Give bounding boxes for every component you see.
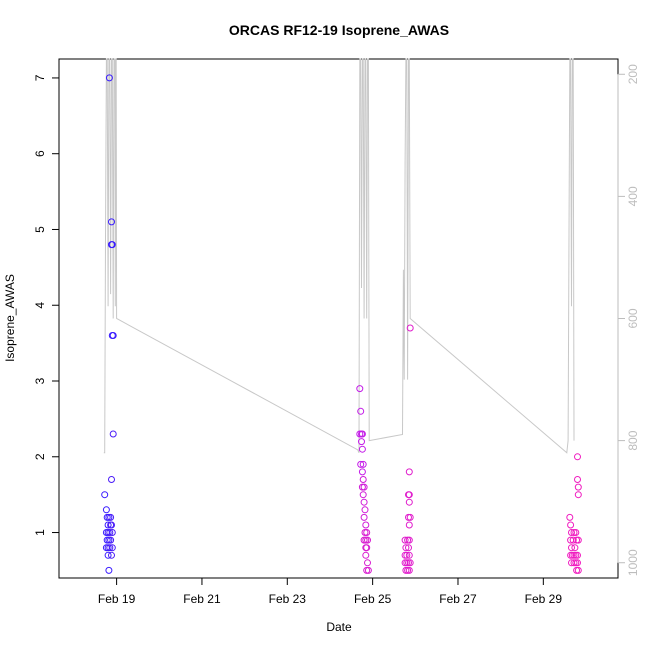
x-tick-label: Feb 23 <box>269 592 307 606</box>
data-point <box>108 241 116 249</box>
data-point <box>574 559 581 567</box>
data-point <box>109 430 117 438</box>
data-point <box>567 521 575 529</box>
pressure-trace-line <box>103 58 575 454</box>
pressure-trace-layer <box>103 58 575 454</box>
data-point <box>108 529 116 536</box>
y-right-tick-label: 400 <box>626 186 640 206</box>
data-point <box>406 324 414 332</box>
data-point <box>363 544 371 552</box>
y-tick-label: 4 <box>33 302 47 309</box>
data-point <box>568 529 575 536</box>
y-right-tick-label: 600 <box>626 308 640 328</box>
data-point <box>403 551 411 559</box>
data-point <box>360 513 368 521</box>
data-point <box>101 491 109 499</box>
data-point <box>571 544 579 552</box>
data-point <box>569 536 577 544</box>
data-point <box>572 529 580 536</box>
data-point <box>361 506 369 514</box>
data-point <box>104 521 112 529</box>
y-tick-label: 3 <box>33 377 47 384</box>
data-point <box>364 559 371 567</box>
data-point <box>106 529 114 536</box>
y-axis-label: Isoprene_AWAS <box>3 274 17 362</box>
data-point <box>566 513 574 521</box>
y-tick-label: 6 <box>33 150 47 157</box>
data-point <box>356 385 364 393</box>
data-point <box>364 536 371 544</box>
data-point <box>105 74 113 82</box>
data-point <box>574 453 581 461</box>
data-point <box>406 559 414 567</box>
data-point <box>405 491 413 499</box>
data-point <box>364 566 372 574</box>
points-layer <box>101 74 582 574</box>
x-axis-label: Date <box>326 620 352 634</box>
data-point <box>108 521 115 529</box>
data-point <box>359 476 367 483</box>
y-tick-label: 1 <box>33 529 47 536</box>
data-point <box>108 476 115 483</box>
data-point <box>360 483 368 491</box>
data-point <box>360 498 368 506</box>
x-tick-label: Feb 29 <box>525 592 563 606</box>
data-point <box>362 521 370 529</box>
y-axis: 1 2 3 4 5 6 7 <box>33 74 60 536</box>
data-point <box>359 460 367 468</box>
data-point <box>405 468 413 476</box>
data-point <box>359 491 367 499</box>
data-point <box>105 566 113 574</box>
y-right-tick-label: 200 <box>626 64 640 84</box>
x-axis: Feb 19 Feb 21 Feb 23 Feb 25 Feb 27 Feb 29 <box>98 577 563 606</box>
data-point <box>108 551 115 559</box>
data-point <box>357 460 365 468</box>
data-point <box>363 529 371 536</box>
plot-frame <box>58 58 619 579</box>
data-point <box>574 491 582 499</box>
y-tick-label: 7 <box>33 74 47 81</box>
data-point <box>358 445 366 453</box>
data-point <box>108 218 115 226</box>
data-point <box>405 521 413 529</box>
data-point <box>405 551 413 559</box>
data-point <box>401 536 409 544</box>
data-point <box>108 544 116 552</box>
x-tick-label: Feb 19 <box>98 592 136 606</box>
data-point <box>358 430 366 438</box>
data-point <box>405 544 412 552</box>
data-point <box>574 476 581 483</box>
data-point <box>574 566 582 574</box>
data-point <box>102 506 110 514</box>
data-point <box>568 544 575 552</box>
y-right-tick-label: 1000 <box>626 549 640 576</box>
data-point <box>104 551 112 559</box>
data-point <box>362 551 370 559</box>
y-axis-right: 200 400 600 800 1000 <box>617 64 640 576</box>
data-point <box>107 536 115 544</box>
data-point <box>405 498 413 506</box>
data-point <box>358 468 366 476</box>
data-point <box>358 438 365 446</box>
x-tick-label: Feb 21 <box>183 592 221 606</box>
y-right-tick-label: 800 <box>626 430 640 450</box>
data-point <box>405 536 413 544</box>
data-point <box>574 536 582 544</box>
data-point <box>405 566 413 574</box>
data-point <box>574 551 581 559</box>
y-tick-label: 2 <box>33 453 47 460</box>
data-point <box>106 544 114 552</box>
data-point <box>107 513 115 521</box>
data-point <box>402 544 410 552</box>
data-point <box>109 332 117 339</box>
chart-title: ORCAS RF12-19 Isoprene_AWAS <box>229 22 449 38</box>
x-tick-label: Feb 27 <box>439 592 477 606</box>
data-point <box>357 407 365 415</box>
y-tick-label: 5 <box>33 226 47 233</box>
data-point <box>406 513 414 521</box>
x-tick-label: Feb 25 <box>354 592 392 606</box>
data-point <box>574 483 582 491</box>
